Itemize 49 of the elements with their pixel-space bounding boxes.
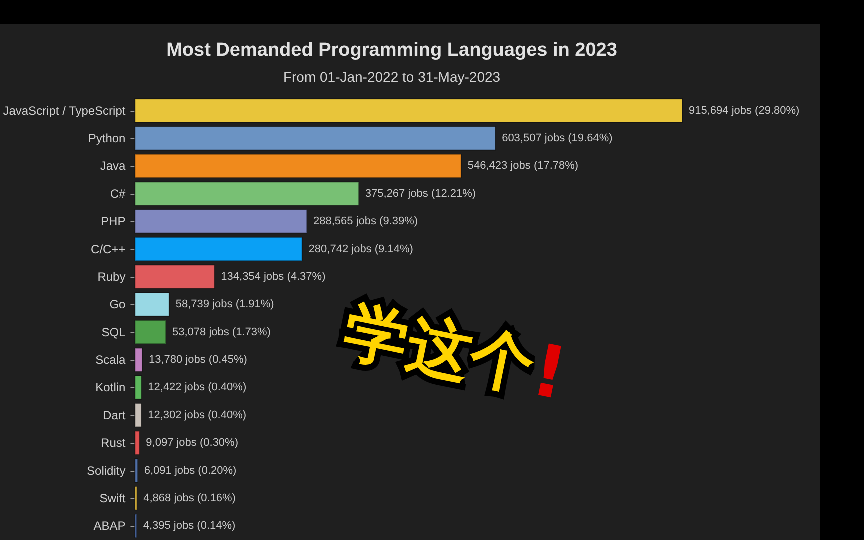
y-tick-label: PHP: [101, 214, 126, 229]
y-tick-label: C#: [110, 186, 126, 201]
bar: [134, 209, 308, 234]
data-label: 58,739 jobs (1.91%): [176, 298, 274, 311]
bar: [134, 98, 683, 124]
y-tick-label: Dart: [103, 408, 126, 422]
data-label: 134,354 jobs (4.37%): [221, 270, 326, 283]
data-label: 13,780 jobs (0.45%): [148, 354, 248, 366]
data-label: 4,868 jobs (0.16%): [144, 492, 236, 504]
bar: [134, 182, 360, 206]
bar: [134, 430, 140, 456]
chart-title: Most Demanded Programming Languages in 2023: [166, 40, 618, 61]
y-tick-label: Python: [88, 132, 126, 146]
y-tick-label: Java: [100, 159, 126, 174]
y-tick-label: ABAP: [94, 519, 126, 534]
y-tick-label: Ruby: [98, 270, 126, 284]
y-tick-label: Go: [110, 298, 126, 312]
data-label: 9,097 jobs (0.30%): [146, 437, 239, 450]
bar: [134, 403, 142, 428]
bar: [134, 348, 143, 372]
bar: [134, 292, 170, 317]
data-label: 603,507 jobs (19.64%): [502, 132, 613, 145]
data-label: 4,395 jobs (0.14%): [143, 520, 236, 532]
bar: [134, 458, 138, 483]
bar: [134, 237, 303, 262]
data-label: 546,423 jobs (17.78%): [468, 160, 579, 172]
annotation: 学这个!: [338, 294, 574, 416]
data-label: 375,267 jobs (12.21%): [365, 188, 476, 200]
y-tick-label: Swift: [100, 491, 126, 506]
y-tick-label: JavaScript / TypeScript: [3, 104, 126, 118]
bar: [134, 154, 462, 178]
y-tick-label: Rust: [101, 436, 126, 450]
data-label: 6,091 jobs (0.20%): [144, 464, 237, 477]
bar: [134, 264, 216, 290]
chart-subtitle: From 01-Jan-2022 to 31-May-2023: [283, 69, 501, 85]
data-label: 12,302 jobs (0.40%): [148, 409, 247, 422]
bar: [134, 376, 142, 400]
data-label: 53,078 jobs (1.73%): [172, 326, 271, 338]
y-tick-label: Solidity: [87, 464, 126, 478]
y-tick-label: SQL: [102, 325, 126, 340]
data-label: 12,422 jobs (0.40%): [148, 382, 247, 394]
data-label: 288,565 jobs (9.39%): [313, 216, 418, 228]
bar: [134, 126, 496, 151]
data-label: 280,742 jobs (9.14%): [308, 243, 414, 256]
bar: [134, 320, 166, 345]
data-label: 915,694 jobs (29.80%): [689, 104, 800, 117]
y-tick-label: C/C++: [91, 242, 126, 256]
y-tick-label: Scala: [96, 353, 126, 368]
y-tick-label: Kotlin: [96, 380, 126, 395]
